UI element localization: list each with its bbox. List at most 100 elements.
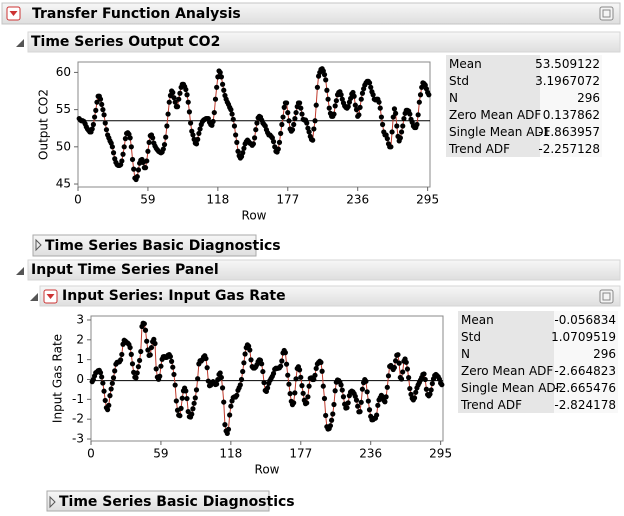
data-point bbox=[282, 350, 288, 356]
data-point bbox=[110, 150, 117, 156]
data-point bbox=[286, 118, 292, 124]
data-point bbox=[101, 112, 107, 118]
data-point bbox=[304, 120, 310, 126]
data-point bbox=[407, 111, 413, 117]
data-point bbox=[254, 120, 260, 126]
data-point bbox=[382, 399, 388, 405]
data-point bbox=[407, 385, 413, 392]
data-point bbox=[106, 402, 112, 408]
data-point bbox=[152, 340, 158, 347]
data-point bbox=[291, 400, 297, 406]
stat-label: N bbox=[461, 347, 470, 361]
red-menu[interactable] bbox=[6, 6, 21, 21]
data-point bbox=[100, 107, 106, 113]
data-point bbox=[119, 158, 125, 164]
data-point bbox=[135, 167, 142, 173]
data-point bbox=[189, 411, 195, 417]
data-point bbox=[313, 365, 319, 372]
data-point bbox=[94, 99, 100, 105]
data-point bbox=[237, 382, 243, 388]
data-point bbox=[358, 96, 364, 102]
y-tick-label: 0 bbox=[76, 372, 84, 386]
data-point bbox=[278, 130, 284, 137]
data-point bbox=[191, 400, 197, 406]
data-point bbox=[228, 403, 234, 409]
data-point bbox=[217, 370, 223, 376]
data-point bbox=[384, 384, 390, 390]
data-point bbox=[344, 405, 350, 411]
data-point bbox=[400, 123, 406, 129]
data-point bbox=[151, 336, 157, 342]
data-point bbox=[422, 376, 428, 383]
disclosure-closed[interactable] bbox=[49, 495, 56, 509]
data-point bbox=[90, 121, 97, 128]
data-point bbox=[359, 386, 366, 392]
data-point bbox=[428, 387, 434, 393]
data-point bbox=[170, 89, 176, 96]
data-point bbox=[370, 92, 376, 98]
stat-label: N bbox=[449, 91, 458, 105]
data-point bbox=[99, 374, 105, 380]
data-point bbox=[400, 369, 406, 375]
data-point bbox=[289, 127, 296, 133]
data-point bbox=[374, 412, 380, 418]
disclosure-closed[interactable] bbox=[35, 238, 42, 252]
data-point bbox=[305, 394, 311, 400]
data-point bbox=[93, 107, 99, 113]
data-point bbox=[118, 357, 124, 363]
disclosure-open[interactable] bbox=[16, 39, 24, 47]
data-point bbox=[183, 388, 189, 394]
data-point bbox=[119, 351, 125, 358]
stat-value: -2.664823 bbox=[554, 364, 616, 378]
data-point bbox=[233, 132, 239, 138]
stat-label: Zero Mean ADF bbox=[461, 364, 553, 378]
data-point bbox=[203, 355, 209, 362]
stat-label: Mean bbox=[461, 313, 494, 327]
y-tick-label: 60 bbox=[56, 65, 71, 79]
data-point bbox=[391, 106, 398, 112]
stat-label: Trend ADF bbox=[448, 142, 510, 156]
data-point bbox=[234, 392, 240, 398]
data-point bbox=[276, 139, 283, 145]
data-point bbox=[421, 371, 427, 377]
x-tick-label: 295 bbox=[416, 193, 439, 207]
disclosure-open[interactable] bbox=[30, 293, 38, 301]
x-tick-label: 177 bbox=[276, 193, 299, 207]
data-point bbox=[313, 102, 319, 108]
x-tick-label: 236 bbox=[346, 193, 369, 207]
y-axis-label: Input Gas Rate bbox=[51, 334, 65, 423]
data-point bbox=[134, 370, 140, 376]
pin-icon[interactable] bbox=[599, 289, 614, 304]
pin-icon[interactable] bbox=[599, 6, 614, 21]
data-point bbox=[193, 387, 200, 393]
data-point bbox=[141, 321, 147, 327]
data-point bbox=[293, 376, 299, 382]
data-point bbox=[338, 382, 344, 388]
data-point bbox=[321, 395, 328, 402]
data-point bbox=[357, 104, 363, 110]
data-point bbox=[326, 105, 332, 111]
data-point bbox=[368, 84, 374, 90]
red-menu[interactable] bbox=[43, 289, 58, 304]
outline-title: Time Series Output CO2 bbox=[31, 34, 220, 50]
data-point bbox=[235, 148, 241, 154]
data-point bbox=[183, 86, 189, 93]
data-point bbox=[173, 398, 179, 404]
data-point bbox=[99, 101, 105, 108]
plot-frame bbox=[77, 61, 431, 188]
data-point bbox=[229, 111, 235, 117]
data-point bbox=[165, 111, 171, 117]
stat-value-cell bbox=[554, 328, 618, 345]
x-axis-label: Row bbox=[242, 209, 267, 223]
data-point bbox=[376, 99, 382, 105]
stat-value: -1.863957 bbox=[538, 125, 600, 139]
data-point bbox=[218, 74, 225, 80]
data-point bbox=[285, 109, 291, 116]
stat-value-cell bbox=[540, 55, 602, 72]
disclosure-open[interactable] bbox=[16, 267, 24, 275]
data-point bbox=[396, 360, 402, 366]
data-point bbox=[104, 407, 111, 413]
data-point bbox=[397, 135, 403, 141]
stat-value-cell bbox=[554, 396, 618, 413]
data-point bbox=[171, 371, 177, 378]
